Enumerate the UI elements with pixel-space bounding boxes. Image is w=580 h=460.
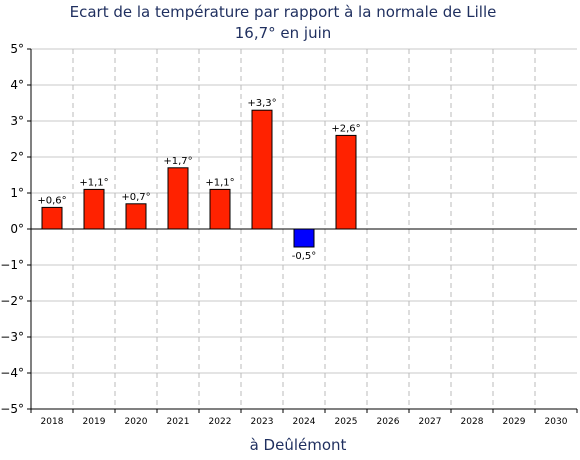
x-tick-label: 2028 — [461, 417, 484, 427]
bar — [251, 109, 273, 230]
x-tick-labels: 2018 2019 2020 2021 2022 2023 2024 2025 2026 2027… — [41, 417, 568, 427]
y-tick-label: −5° — [0, 402, 24, 416]
y-tick-labels: 5° 4° 3° 2° 1° 0° −1° −2° −3° −4° −5° — [0, 42, 24, 416]
x-tick-label: 2027 — [419, 417, 442, 427]
chart-subtitle: 16,7° en juin — [235, 24, 332, 42]
y-tick-label: −2° — [0, 294, 24, 308]
y-tick-label: 1° — [10, 186, 24, 200]
data-label: +0,6° — [37, 195, 66, 206]
data-label: +2,6° — [331, 123, 360, 134]
chart-title: Ecart de la température par rapport à la… — [70, 3, 497, 21]
x-tick-label: 2021 — [167, 417, 190, 427]
bar — [83, 188, 105, 230]
y-tick-label: 4° — [10, 78, 24, 92]
bar — [41, 206, 63, 230]
data-label: +0,7° — [121, 192, 150, 203]
x-tick-label: 2018 — [41, 417, 64, 427]
x-tick-label: 2029 — [503, 417, 526, 427]
axes — [27, 48, 578, 413]
data-label: +1,1° — [205, 177, 234, 188]
bar — [293, 228, 315, 248]
x-tick-label: 2023 — [251, 417, 274, 427]
bar — [125, 203, 147, 230]
y-tick-label: 0° — [10, 222, 24, 236]
y-tick-label: 5° — [10, 42, 24, 56]
bars — [41, 109, 357, 248]
x-tick-label: 2025 — [335, 417, 358, 427]
data-label: +3,3° — [247, 98, 276, 109]
x-tick-label: 2019 — [83, 417, 106, 427]
data-labels: +0,6° +1,1° +0,7° +1,7° +1,1° +3,3° -0,5° +2,6° — [37, 98, 360, 262]
bar — [167, 167, 189, 230]
x-tick-label: 2024 — [293, 417, 316, 427]
data-label: +1,1° — [79, 177, 108, 188]
x-tick-label: 2020 — [125, 417, 148, 427]
data-label: -0,5° — [292, 251, 317, 262]
data-label: +1,7° — [163, 156, 192, 167]
y-tick-label: 3° — [10, 114, 24, 128]
x-tick-label: 2026 — [377, 417, 400, 427]
y-tick-label: −3° — [0, 330, 24, 344]
x-axis-label: à Deûlémont — [250, 436, 347, 454]
x-tick-label: 2022 — [209, 417, 232, 427]
y-tick-label: −4° — [0, 366, 24, 380]
y-tick-label: −1° — [0, 258, 24, 272]
y-tick-label: 2° — [10, 150, 24, 164]
x-tick-label: 2030 — [545, 417, 568, 427]
bar — [335, 134, 357, 230]
bar — [209, 188, 231, 230]
